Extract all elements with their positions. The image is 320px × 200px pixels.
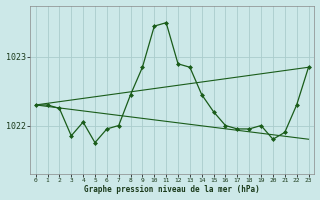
X-axis label: Graphe pression niveau de la mer (hPa): Graphe pression niveau de la mer (hPa) [84,185,260,194]
